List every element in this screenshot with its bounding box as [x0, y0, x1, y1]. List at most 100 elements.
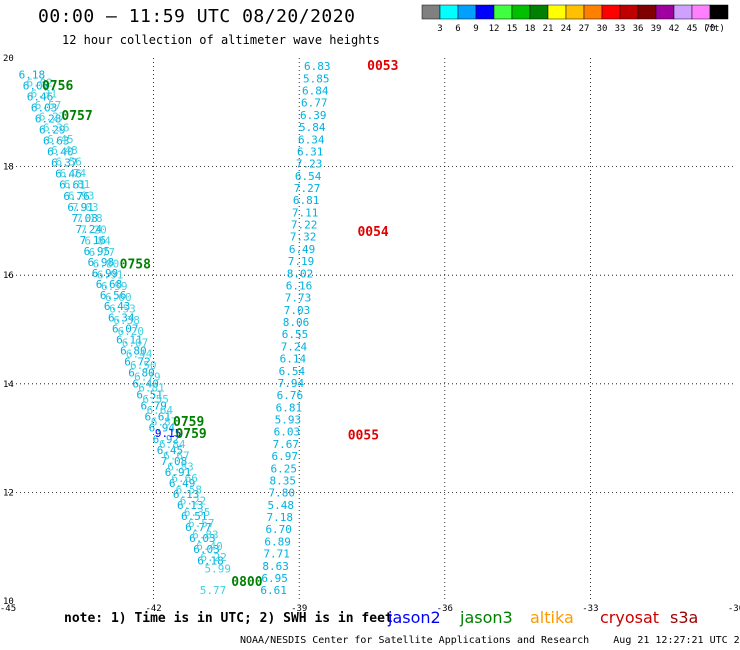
wave-height-value: 6.61 [260, 584, 287, 597]
legend-swatch [475, 4, 495, 20]
y-tick-label: 10 [3, 597, 14, 607]
time-label: 0757 [61, 109, 92, 124]
wave-height-value: 6.60 [105, 291, 132, 304]
wave-height-value: 9.15 [155, 427, 182, 440]
wave-height-value: 6.77 [185, 521, 212, 534]
wave-height-value: 6.31 [31, 88, 58, 101]
wave-height-value: 5.48 [267, 499, 294, 512]
y-tick-label: 18 [3, 163, 14, 173]
wave-height-value: 6.11 [116, 333, 143, 346]
y-tick-label: 14 [3, 380, 14, 390]
wave-height-value: 6.55 [282, 328, 309, 341]
footer-note: note: 1) Time is in UTC; 2) SWH is in fe… [64, 611, 393, 626]
color-legend: 3 6 9 12 15 18 21 24 27 30 33 36 39 42 45 70(ft) [421, 4, 729, 34]
satellite-label-cryosat: cryosat [600, 608, 660, 627]
wave-height-value: 7.18 [76, 212, 103, 225]
x-tick-label: -36 [437, 604, 453, 614]
wave-height-value: 6.28 [35, 112, 62, 125]
time-label: 0053 [367, 59, 398, 74]
satellite-label-jason2: jason2 [388, 608, 441, 627]
x-tick-label: -39 [291, 604, 307, 614]
wave-height-value: 6.98 [88, 256, 115, 269]
legend-tick-label: 24 [561, 24, 572, 34]
legend-swatch [529, 4, 549, 20]
wave-height-value: 6.64 [147, 404, 174, 417]
wave-height-value: 7.22 [291, 219, 318, 232]
legend-swatch [511, 4, 531, 20]
wave-height-value: 6.34 [108, 311, 135, 324]
wave-height-value: 6.84 [159, 438, 186, 451]
legend-swatch [439, 4, 459, 20]
wave-height-value: 6.95 [261, 572, 288, 585]
legend-tick-label: 36 [633, 24, 644, 34]
wave-height-value: 7.23 [296, 158, 323, 171]
wave-height-value: 6.22 [180, 495, 207, 508]
legend-tick-label: 21 [543, 24, 554, 34]
data-points: 6.186.076.466.036.286.296.636.406.376.46… [19, 60, 331, 597]
legend-tick-label: 70 [705, 24, 716, 34]
wave-height-value: 6.55 [142, 393, 169, 406]
legend-swatch [493, 4, 513, 20]
wave-height-value: 6.97 [272, 450, 299, 463]
wave-height-value: 6.80 [120, 344, 147, 357]
wave-height-value: 7.11 [292, 206, 319, 219]
wave-height-value: 6.93 [68, 189, 95, 202]
wave-height-value: 6.14 [280, 353, 307, 366]
legend-tick-label: 3 [437, 24, 442, 34]
legend-swatch [421, 4, 441, 20]
legend-tick-label: 15 [507, 24, 518, 34]
wave-height-value: 8.35 [270, 474, 297, 487]
legend-swatch [655, 4, 675, 20]
legend-swatch [565, 4, 585, 20]
footer-credit: NOAA/NESDIS Center for Satellite Applica… [240, 635, 740, 646]
chart-title: 00:00 – 11:59 UTC 08/20/2020 [38, 6, 356, 27]
legend-tick-label: 27 [579, 24, 590, 34]
wave-height-value: 5.99 [205, 562, 232, 575]
wave-height-value: 6.56 [55, 156, 81, 169]
wave-height-value: 6.95 [84, 245, 111, 258]
wave-height-value: 6.40 [132, 378, 159, 391]
plot-axes: -45 -42 -39 -36 -33 -30 10 12 14 16 18 20 [0, 54, 740, 614]
wave-height-value: 6.38 [113, 314, 140, 327]
legend-swatch [619, 4, 639, 20]
wave-height-value: 6.35 [184, 506, 211, 519]
legend-tick-label: 39 [651, 24, 662, 34]
chart-subtitle: 12 hour collection of altimeter wave hei… [62, 33, 380, 47]
wave-height-value: 6.13 [177, 499, 204, 512]
wave-height-value: 8.02 [287, 267, 314, 280]
wave-height-value: 6.79 [140, 400, 167, 413]
wave-height-value: 6.49 [289, 243, 316, 256]
wave-height-value: 6.91 [97, 269, 124, 282]
wave-height-value: 6.83 [167, 461, 194, 474]
wave-height-value: 6.61 [145, 411, 172, 424]
wave-height-value: 6.76 [277, 389, 304, 402]
legend-swatch [637, 4, 657, 20]
legend-swatch [673, 4, 693, 20]
legend-tick-label: 18 [525, 24, 536, 34]
wave-height-value: 6.51 [136, 389, 163, 402]
wave-height-value: 7.20 [80, 223, 107, 236]
legend-swatch [583, 4, 603, 20]
wave-height-value: 7.24 [76, 223, 103, 236]
wave-height-value: 6.34 [298, 133, 325, 146]
wave-height-value: 6.07 [23, 79, 50, 92]
legend-tick-label: 12 [489, 24, 500, 34]
wave-height-value: 6.43 [104, 300, 131, 313]
wave-height-value: 6.99 [92, 267, 119, 280]
x-tick-label: -45 [0, 604, 16, 614]
wave-height-value: 6.45 [157, 444, 184, 457]
wave-height-value: 6.31 [297, 145, 324, 158]
wave-height-value: 6.76 [63, 190, 90, 203]
legend-tick-label: 42 [669, 24, 680, 34]
legend-swatch [709, 4, 729, 20]
wave-height-value: 6.03 [31, 101, 58, 114]
wave-height-value: 6.39 [300, 109, 327, 122]
wave-height-value: 6.81 [276, 401, 303, 414]
wave-height-value: 6.46 [27, 90, 54, 103]
wave-height-value: 6.50 [130, 359, 157, 372]
wave-height-value: 6.66 [171, 472, 198, 485]
wave-height-value: 7.94 [278, 377, 305, 390]
wave-height-value: 6.63 [43, 135, 70, 148]
time-label: 0759 [173, 415, 204, 430]
wave-height-value: 7.32 [290, 231, 317, 244]
